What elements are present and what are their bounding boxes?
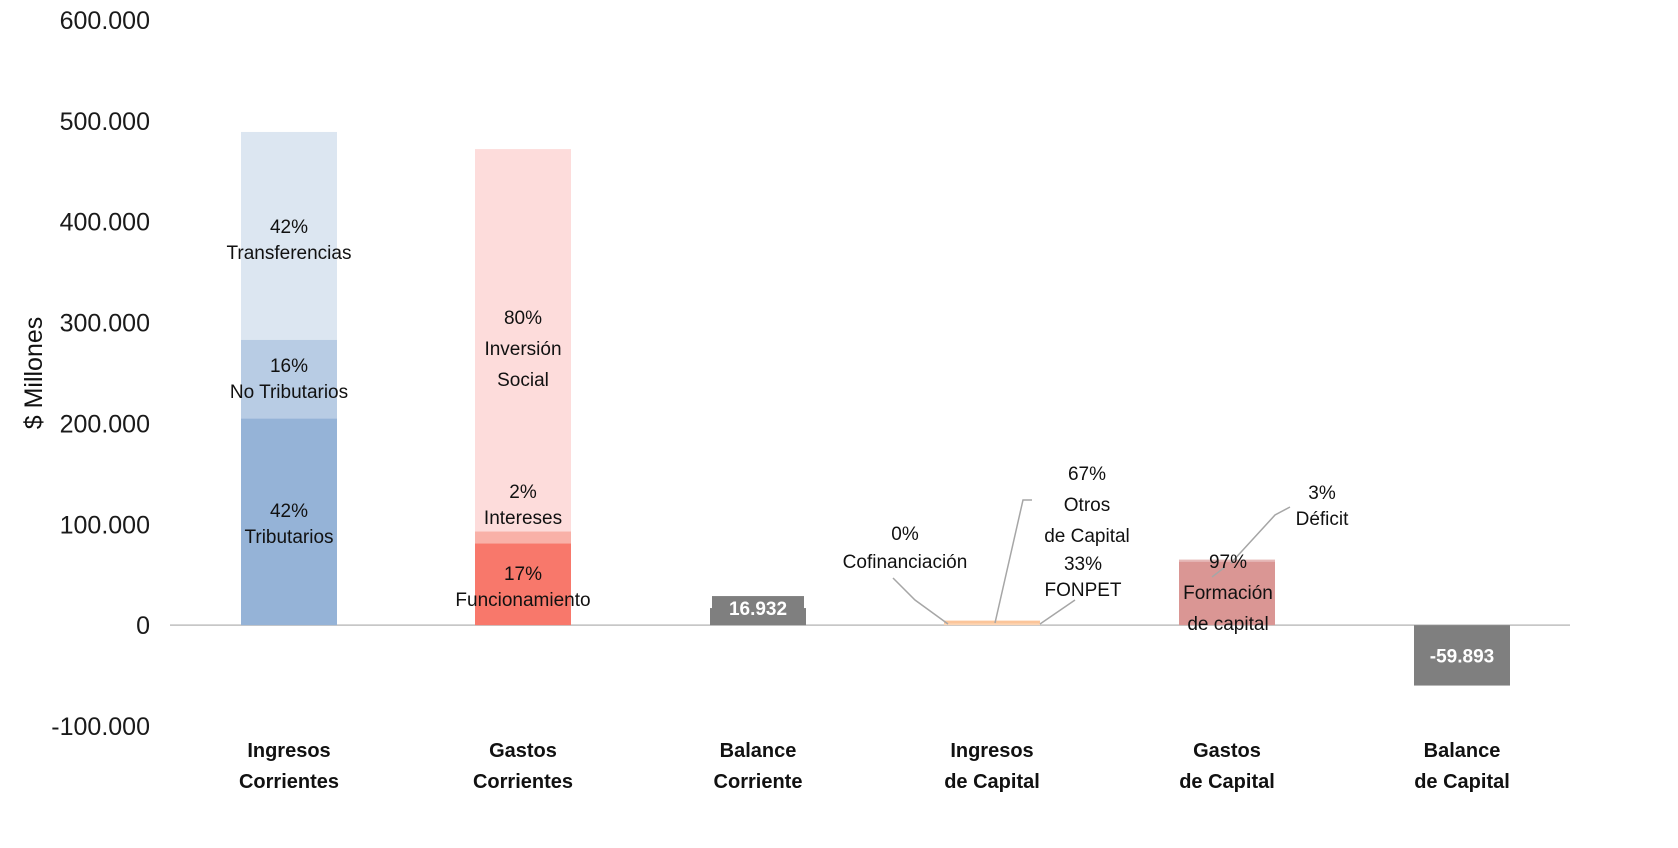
y-tick-label: -100.000	[51, 713, 150, 741]
segment-label-line: FONPET	[1044, 580, 1121, 601]
bar-segment	[1179, 559, 1275, 562]
segment-label: 80% Inversión Social	[484, 308, 561, 391]
segment-label-line: 17%	[504, 564, 542, 585]
segment-label-line: Social	[497, 370, 549, 391]
bar	[1414, 625, 1510, 686]
bar-segment	[944, 623, 1040, 626]
segment-label-line: Inversión	[484, 339, 561, 360]
segment-label-line: de capital	[1187, 614, 1268, 635]
bar-segment	[475, 543, 571, 626]
category-label: Balance de Capital	[1414, 740, 1510, 793]
y-tick-label: 400.000	[60, 209, 150, 237]
segment-label: 67% Otros de Capital	[1044, 464, 1130, 547]
y-axis: 600.000 500.000 400.000 300.000 200.000 100.0…	[51, 7, 150, 741]
category-label: Gastos de Capital	[1179, 740, 1275, 793]
y-tick-label: 300.000	[60, 310, 150, 338]
leader-line	[1230, 506, 1291, 564]
category-label-line: de Capital	[1179, 771, 1275, 793]
bar-segment	[944, 620, 1040, 624]
category-label-line: Gastos	[1193, 740, 1261, 762]
bar-segment	[475, 149, 571, 532]
segment-label-line: 2%	[509, 482, 537, 503]
segment-label-line: de Capital	[1044, 526, 1130, 547]
segment-label-line: Otros	[1064, 495, 1110, 516]
y-tick-label: 100.000	[60, 511, 150, 539]
segment-label: 33% FONPET	[1044, 554, 1121, 601]
bar-segment	[1179, 561, 1275, 626]
bar-segment	[475, 531, 571, 544]
leader-line	[1211, 566, 1226, 578]
leader-lines	[892, 499, 1291, 625]
segment-label: 97% Formación de capital	[1183, 552, 1273, 635]
segment-label-line: 80%	[504, 308, 542, 329]
category-label-line: Corrientes	[473, 771, 573, 793]
category-labels: Ingresos Corrientes Gastos Corrientes Balanc…	[239, 740, 1510, 793]
category-label-line: Balance	[1424, 740, 1501, 762]
segment-label-line: Funcionamiento	[455, 590, 590, 611]
segment-label-line: Cofinanciación	[843, 552, 968, 573]
value-label: 16.932	[729, 599, 787, 620]
category-label-line: Corrientes	[239, 771, 339, 793]
category-label: Ingresos Corrientes	[239, 740, 339, 793]
category-label-line: Ingresos	[950, 740, 1033, 762]
segment-label-line: 33%	[1064, 554, 1102, 575]
category-label-line: Balance	[720, 740, 797, 762]
y-tick-label: 500.000	[60, 108, 150, 136]
y-axis-label: $ Millones	[20, 317, 48, 430]
bars-group	[241, 131, 1510, 686]
leader-line	[1039, 599, 1076, 625]
segment-label: 16% No Tributarios	[230, 356, 348, 403]
y-tick-label: 600.000	[60, 7, 150, 35]
segment-label-line: 42%	[270, 501, 308, 522]
category-label: Ingresos de Capital	[944, 740, 1040, 793]
segment-label-line: 97%	[1209, 552, 1247, 573]
value-label: -59.893	[1430, 646, 1494, 667]
segment-labels: 42% Tributarios 16% No Tributarios 42% Transf…	[227, 217, 1495, 667]
bar-segment	[241, 418, 337, 626]
segment-label-line: Formación	[1183, 583, 1273, 604]
segment-label-line: 3%	[1308, 483, 1336, 504]
segment-label: 42% Tributarios	[244, 501, 333, 548]
segment-label: 0% Cofinanciación	[843, 524, 968, 573]
segment-label-line: Déficit	[1296, 509, 1350, 530]
category-label-line: Corriente	[714, 771, 803, 793]
y-tick-label: 0	[136, 612, 150, 640]
segment-label-line: No Tributarios	[230, 382, 348, 403]
segment-label-line: 0%	[891, 524, 919, 545]
bar-segment	[241, 339, 337, 419]
category-label-line: Gastos	[489, 740, 557, 762]
segment-label-line: 16%	[270, 356, 308, 377]
segment-label-line: 42%	[270, 217, 308, 238]
category-label-line: Ingresos	[247, 740, 330, 762]
segment-label: 3% Déficit	[1296, 483, 1350, 530]
segment-label-line: Intereses	[484, 508, 562, 529]
leader-line	[994, 499, 1032, 624]
y-tick-label: 200.000	[60, 410, 150, 438]
segment-label: 17% Funcionamiento	[455, 564, 590, 611]
category-label-line: de Capital	[1414, 771, 1510, 793]
segment-label-line: Tributarios	[244, 527, 333, 548]
segment-label: 42% Transferencias	[227, 217, 352, 264]
value-label-box	[712, 596, 804, 623]
category-label: Gastos Corrientes	[473, 740, 573, 793]
leader-line	[892, 577, 949, 625]
segment-label-line: 67%	[1068, 464, 1106, 485]
segment-label-line: Transferencias	[227, 243, 352, 264]
bar-segment	[241, 131, 337, 340]
category-label-line: de Capital	[944, 771, 1040, 793]
segment-label: 2% Intereses	[484, 482, 562, 529]
category-label: Balance Corriente	[714, 740, 803, 793]
